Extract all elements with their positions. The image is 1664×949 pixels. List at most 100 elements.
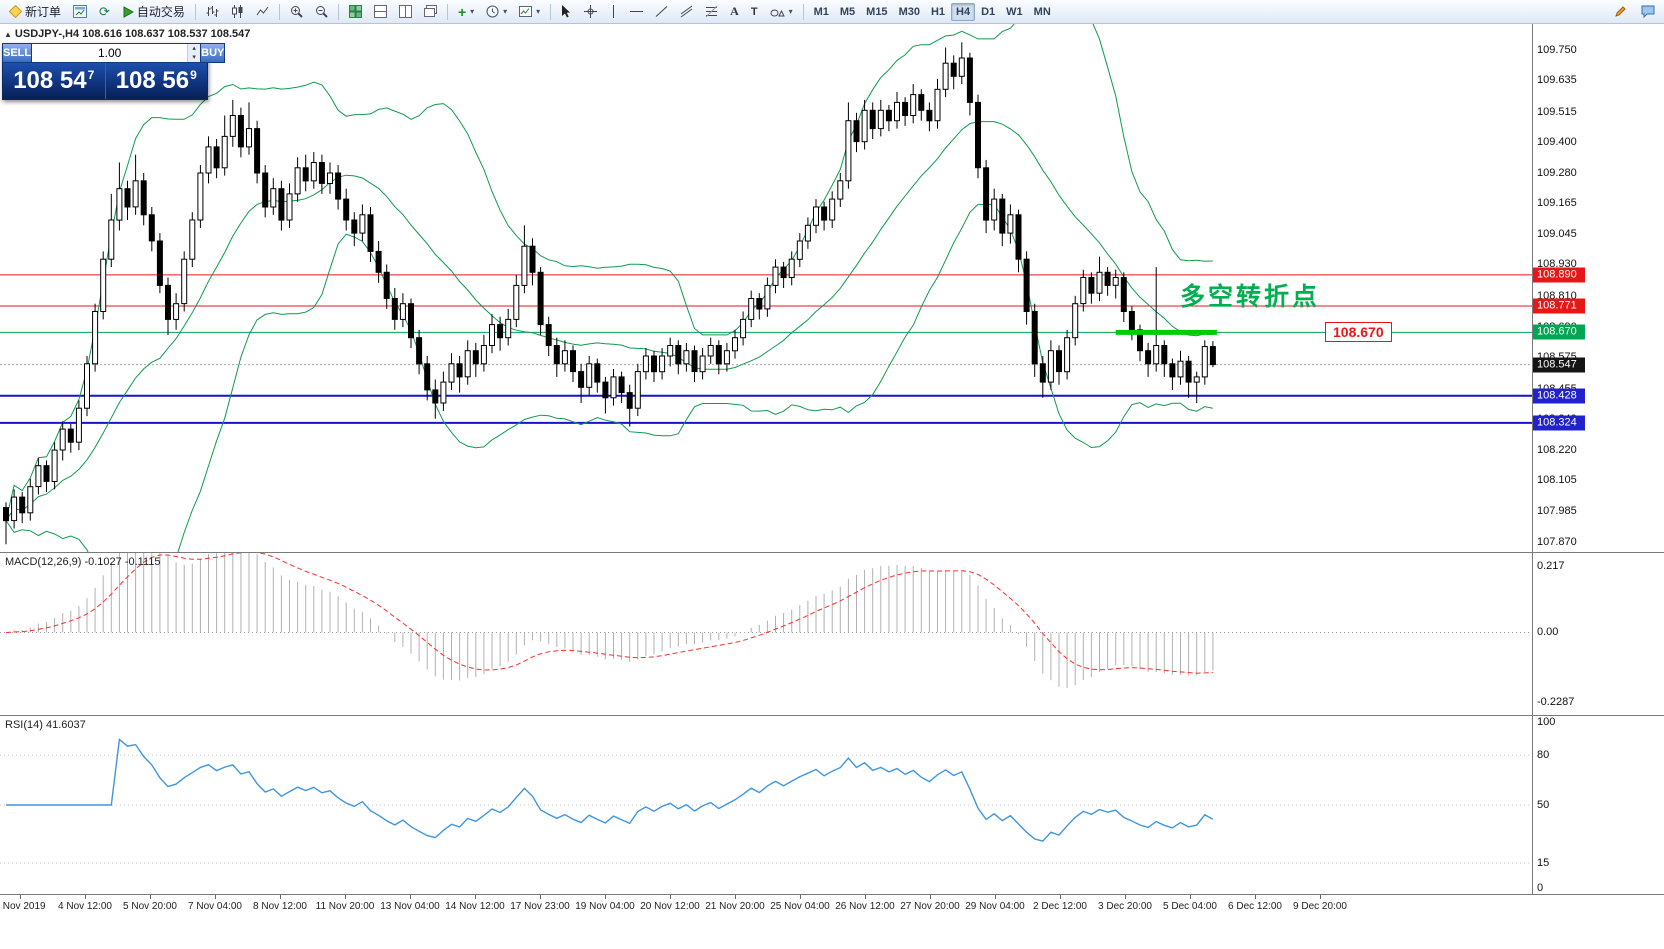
toolbar-separator (802, 3, 804, 20)
zoom-in-icon (290, 5, 303, 18)
timeframe-m15-button[interactable]: M15 (861, 3, 892, 21)
candlestick-chart-button[interactable] (226, 2, 249, 22)
bollinger-lo (5, 203, 1213, 552)
main-chart-pane: 109.750 109.635 109.515 109.400 109.280 109.1… (0, 24, 1664, 552)
sell-button[interactable]: SELL (2, 43, 33, 63)
pane-separator[interactable] (0, 552, 1664, 553)
price-chart[interactable] (0, 24, 1532, 552)
price-axis[interactable]: 109.750 109.635 109.515 109.400 109.280 109.1… (1532, 24, 1664, 552)
timeframe-m5-button[interactable]: M5 (835, 3, 860, 21)
rsi-axis[interactable]: 100 80 50 15 0 (1532, 716, 1664, 894)
refresh-icon: ⟳ (99, 4, 110, 19)
time-tick-mark (1255, 895, 1256, 899)
volume-up-button[interactable]: ▴ (188, 44, 201, 53)
cursor-icon (561, 5, 572, 18)
chat-icon (1641, 5, 1655, 18)
macd-axis[interactable]: 0.217 0.00 -0.2287 (1532, 553, 1664, 715)
macd-histogram (13, 553, 1214, 688)
time-tick-mark (1125, 895, 1126, 899)
zoom-out-button[interactable] (310, 2, 333, 22)
time-tick-mark (995, 895, 996, 899)
horizontal-line-button[interactable] (625, 2, 648, 22)
macd-plot[interactable] (0, 553, 1532, 715)
fibonacci-button[interactable] (700, 2, 723, 22)
shapes-button[interactable]: ▾ (765, 2, 798, 22)
autotrade-button[interactable]: 自动交易 (117, 2, 190, 22)
new-order-label: 新订单 (25, 5, 62, 19)
price-tick: 108.220 (1537, 444, 1577, 457)
time-label: 6 Dec 12:00 (1228, 901, 1282, 912)
arrange-vertical-button[interactable] (394, 2, 417, 22)
tile-windows-button[interactable] (344, 2, 367, 22)
chart-annotation[interactable]: 多空转折点 (1180, 283, 1321, 311)
rsi-tick: 50 (1537, 799, 1550, 811)
time-label: 3 Dec 20:00 (1098, 901, 1152, 912)
time-label: 17 Nov 23:00 (510, 901, 570, 912)
time-label: 20 Nov 12:00 (640, 901, 700, 912)
edit-button[interactable] (1609, 2, 1632, 22)
timeframe-m1-button[interactable]: M1 (809, 3, 834, 21)
text-label-button[interactable]: T (746, 2, 763, 22)
toolbar-separator (446, 3, 448, 20)
pane-separator[interactable] (0, 894, 1664, 895)
chart-window-button[interactable] (68, 2, 92, 22)
price-level-label[interactable]: 108.670 (1325, 322, 1392, 343)
add-indicator-icon: + (457, 3, 467, 20)
collapse-triangle-icon[interactable]: ▲ (4, 30, 12, 39)
arrange-vertical-icon (398, 5, 412, 18)
timeframe-m30-button[interactable]: M30 (894, 3, 925, 21)
time-tick-mark (85, 895, 86, 899)
template-button[interactable]: ▾ (514, 2, 545, 22)
refresh-button[interactable]: ⟳ (94, 2, 115, 22)
time-label: 9 Dec 20:00 (1293, 901, 1347, 912)
bid-price[interactable]: 108 54 7 (13, 67, 95, 94)
timeframe-h4-button[interactable]: H4 (951, 2, 976, 21)
new-order-button[interactable]: 新订单 (4, 2, 66, 22)
zoom-in-button[interactable] (285, 2, 308, 22)
trendline-icon (655, 5, 668, 18)
rsi-plot[interactable] (0, 716, 1532, 894)
macd-signal-line (5, 553, 1213, 674)
arrange-horizontal-button[interactable] (369, 2, 392, 22)
rsi-label: RSI(14) 41.6037 (5, 719, 86, 731)
toolbar-separator (337, 3, 339, 20)
ask-price[interactable]: 108 56 9 (115, 67, 197, 94)
time-tick-mark (1320, 895, 1321, 899)
bar-chart-button[interactable] (201, 2, 224, 22)
toolbar-separator (194, 3, 196, 20)
text-icon: A (730, 4, 739, 18)
chat-button[interactable] (1636, 2, 1660, 22)
text-button[interactable]: A (725, 2, 744, 22)
time-tick-mark (345, 895, 346, 899)
timeframe-group: M1 M5 M15 M30 H1 H4 D1 W1 MN (809, 2, 1056, 21)
timeframe-d1-button[interactable]: D1 (976, 3, 1000, 21)
crosshair-button[interactable] (579, 2, 602, 22)
chevron-down-icon: ▾ (503, 7, 508, 16)
timeframe-w1-button[interactable]: W1 (1001, 3, 1028, 21)
time-axis[interactable]: 1 Nov 2019 4 Nov 12:00 5 Nov 20:00 7 Nov 04… (0, 895, 1664, 949)
time-label: 13 Nov 04:00 (380, 901, 440, 912)
line-chart-button[interactable] (251, 2, 274, 22)
pane-separator[interactable] (0, 715, 1664, 716)
period-button[interactable]: ▾ (481, 2, 512, 22)
chevron-down-icon: ▾ (536, 7, 541, 16)
timeframe-mn-button[interactable]: MN (1029, 3, 1056, 21)
buy-button[interactable]: BUY (200, 43, 226, 63)
cursor-button[interactable] (556, 2, 577, 22)
bar-chart-icon (206, 5, 219, 18)
bollinger-mid (5, 121, 1213, 521)
channel-button[interactable] (675, 2, 698, 22)
cascade-windows-button[interactable] (419, 2, 442, 22)
timeframe-h1-button[interactable]: H1 (926, 3, 950, 21)
chevron-down-icon: ▾ (788, 7, 793, 16)
time-label: 5 Nov 20:00 (123, 901, 177, 912)
vertical-line-button[interactable] (604, 2, 623, 22)
time-label: 4 Nov 12:00 (58, 901, 112, 912)
add-indicator-button[interactable]: + ▾ (453, 2, 479, 22)
volume-down-button[interactable]: ▾ (188, 53, 201, 62)
macd-pane: 0.217 0.00 -0.2287 MACD(12,26,9) -0.1027 -… (0, 553, 1664, 715)
time-tick-mark (670, 895, 671, 899)
volume-input[interactable] (32, 44, 188, 62)
trendline-button[interactable] (650, 2, 673, 22)
macd-tick: -0.2287 (1537, 696, 1575, 709)
